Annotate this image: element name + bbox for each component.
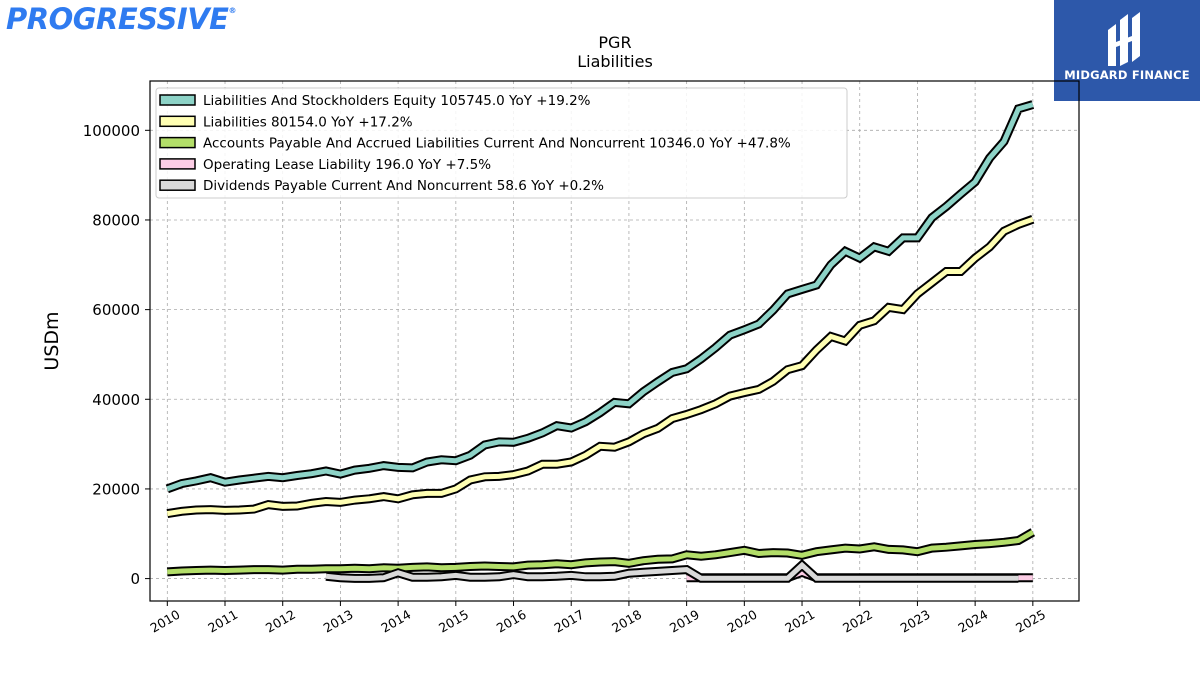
y-tick-label: 0: [130, 570, 140, 588]
y-tick-label: 80000: [92, 211, 140, 229]
x-tick-label: 2020: [725, 607, 760, 636]
legend-swatch: [159, 94, 196, 106]
y-tick-label: 20000: [92, 480, 140, 498]
logo-text: PROGRESSIVE: [6, 2, 229, 36]
series-line: [167, 530, 1035, 575]
legend-swatch: [159, 179, 196, 191]
series-line: [166, 216, 1034, 517]
series-layer: [165, 100, 1036, 583]
series-accounts_payable: [167, 528, 1036, 577]
logo-registered-mark: ®: [228, 6, 236, 15]
legend-swatch: [159, 158, 196, 170]
progressive-logo: PROGRESSIVE®: [6, 2, 236, 36]
x-tick-label: 2015: [436, 607, 471, 636]
midgard-monogram-icon: [1108, 12, 1140, 66]
series-equity: [165, 100, 1035, 494]
legend-box: [155, 87, 848, 199]
series-line: [325, 561, 1019, 581]
legend-entry: Operating Lease Liability 196.0 YoY +7.5…: [203, 157, 491, 173]
badge-text: MIDGARD FINANCE: [1064, 68, 1190, 82]
tick-layer: 2010 2011 2012 2013 2014 2015 2016 2017 2018 2019…: [83, 122, 1048, 636]
chart-title: PGR: [598, 33, 631, 52]
y-tick-label: 40000: [92, 391, 140, 409]
legend-entry: Liabilities And Stockholders Equity 1057…: [203, 93, 591, 109]
legend-entry: Dividends Payable Current And Noncurrent…: [203, 178, 604, 194]
legend-entry: Liabilities 80154.0 YoY +17.2%: [203, 114, 413, 130]
x-tick-label: 2018: [609, 607, 644, 636]
y-axis-label: USDm: [41, 311, 63, 370]
y-tick-label: 100000: [83, 122, 140, 140]
series-dividends: [325, 559, 1019, 583]
legend-swatch: [159, 136, 196, 149]
x-tick-label: 2023: [898, 607, 933, 636]
chart-subtitle: Liabilities: [577, 52, 653, 71]
x-tick-label: 2011: [205, 607, 240, 636]
x-tick-label: 2013: [321, 607, 356, 636]
legend-swatch: [159, 115, 196, 128]
x-tick-label: 2017: [551, 607, 586, 636]
series-line: [166, 102, 1034, 492]
x-tick-label: 2012: [263, 607, 298, 636]
series-line-outline: [166, 215, 1035, 519]
x-tick-label: 2019: [667, 607, 702, 636]
x-tick-label: 2010: [148, 607, 183, 636]
midgard-finance-badge: MIDGARD FINANCE: [1054, 0, 1200, 101]
y-tick-label: 60000: [92, 301, 140, 319]
legend: Liabilities And Stockholders Equity 1057…: [155, 87, 848, 199]
legend-entry: Accounts Payable And Accrued Liabilities…: [203, 136, 791, 152]
x-tick-label: 2024: [955, 607, 990, 636]
x-tick-label: 2022: [840, 607, 875, 636]
series-liabilities: [166, 215, 1035, 519]
x-tick-label: 2021: [782, 607, 817, 636]
x-tick-label: 2016: [494, 607, 529, 636]
x-tick-label: 2014: [378, 607, 413, 636]
x-tick-label: 2025: [1013, 607, 1048, 636]
plot-frame: [149, 80, 1080, 602]
